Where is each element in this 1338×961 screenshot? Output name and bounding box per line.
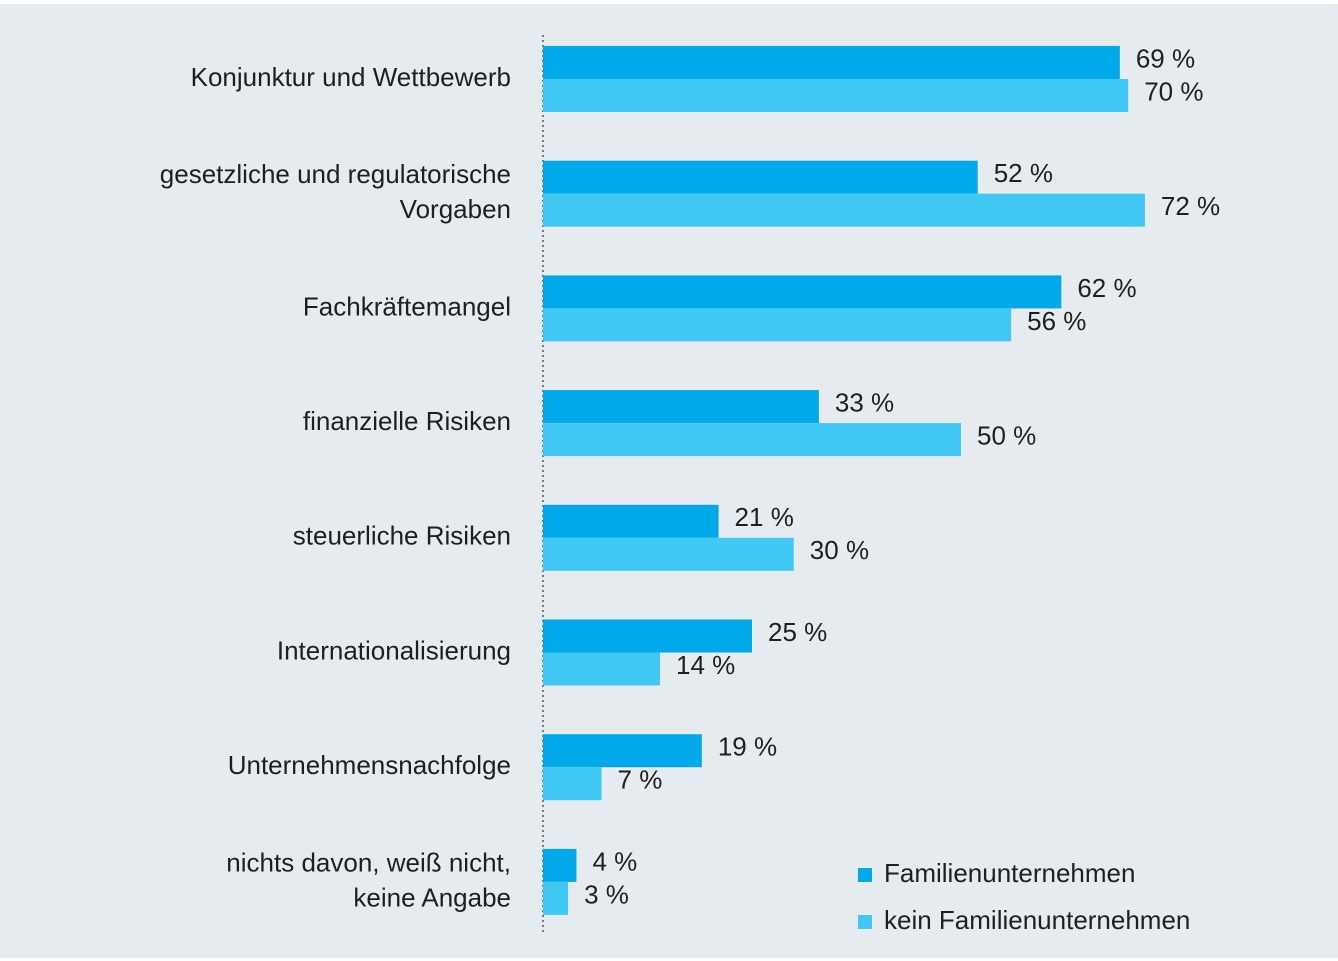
data-label: 72 % (1161, 191, 1220, 221)
data-label: 3 % (584, 879, 629, 909)
bar (543, 423, 961, 457)
data-label: 4 % (592, 846, 637, 876)
data-label: 19 % (718, 732, 777, 762)
data-label: 21 % (735, 502, 794, 532)
bar (543, 160, 978, 194)
legend-swatch (858, 915, 872, 929)
y-tick-label: Fachkräftemangel (303, 291, 511, 321)
data-label: 7 % (618, 765, 663, 795)
bar (543, 504, 719, 538)
data-label: 33 % (835, 387, 894, 417)
legend-label: kein Familienunternehmen (884, 905, 1190, 935)
data-label: 52 % (994, 158, 1053, 188)
y-tick-label: Internationalisierung (277, 635, 511, 665)
y-tick-label: nichts davon, weiß nicht, keine Angabe (226, 847, 511, 912)
data-label: 62 % (1077, 273, 1136, 303)
bar (543, 767, 602, 801)
data-label: 56 % (1027, 306, 1086, 336)
data-label: 30 % (810, 535, 869, 565)
bar (543, 193, 1145, 227)
bar (543, 881, 569, 915)
legend-label: Familienunternehmen (884, 858, 1135, 888)
y-tick-label: Konjunktur und Wettbewerb (191, 62, 511, 92)
y-tick-label: steuerliche Risiken (293, 521, 511, 551)
bar (543, 46, 1120, 79)
bar (543, 734, 702, 768)
bar (543, 652, 661, 686)
bar (543, 537, 794, 571)
y-tick-label: gesetzliche und regulatorische Vorgaben (160, 159, 511, 224)
chart-background (0, 4, 1338, 958)
bar (543, 390, 819, 424)
data-label: 14 % (676, 650, 735, 680)
bar (543, 79, 1129, 112)
legend-swatch (858, 868, 872, 882)
bar (543, 619, 752, 653)
bar (543, 308, 1012, 342)
data-label: 25 % (768, 617, 827, 647)
y-tick-label: Unternehmensnachfolge (228, 750, 511, 780)
bar (543, 275, 1062, 309)
y-tick-label: finanzielle Risiken (303, 406, 511, 436)
bar (543, 848, 577, 882)
data-label: 70 % (1144, 76, 1203, 106)
data-label: 50 % (977, 420, 1036, 450)
data-label: 69 % (1136, 43, 1195, 73)
